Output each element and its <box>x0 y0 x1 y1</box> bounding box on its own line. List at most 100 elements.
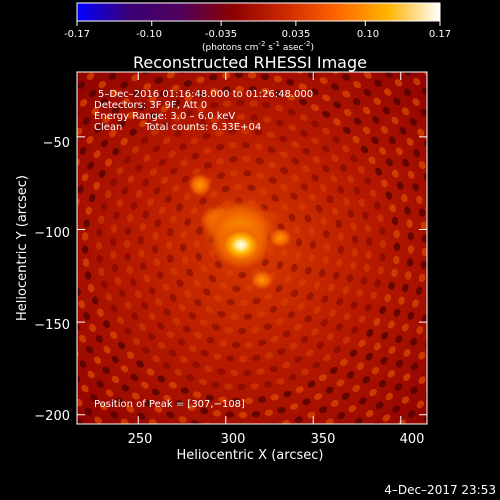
ripple-mark <box>290 192 298 200</box>
ripple-mark <box>243 369 252 377</box>
ripple-mark <box>91 296 99 305</box>
ripple-mark <box>290 263 298 272</box>
ripple-mark <box>114 276 122 285</box>
ripple-mark <box>199 319 208 326</box>
ripple-mark <box>403 373 411 381</box>
ripple-mark <box>297 302 306 311</box>
ripple-mark <box>124 327 132 335</box>
ripple-mark <box>174 368 183 376</box>
ripple-mark <box>153 258 161 267</box>
ripple-mark <box>194 331 203 339</box>
x-tick-label: 350 <box>311 432 336 447</box>
ripple-mark <box>108 72 117 80</box>
ripple-mark <box>110 250 117 260</box>
ripple-mark <box>290 289 299 298</box>
ripple-mark <box>302 147 311 156</box>
ripple-mark <box>148 286 156 295</box>
ripple-mark <box>143 154 151 162</box>
ripple-mark <box>280 167 289 175</box>
annotation-counts: Total counts: 6.33E+04 <box>144 122 261 133</box>
ripple-mark <box>287 108 296 116</box>
ripple-mark <box>393 255 400 265</box>
ripple-mark <box>158 158 167 167</box>
ripple-mark <box>124 252 131 262</box>
ripple-mark <box>183 80 192 87</box>
ripple-mark <box>84 407 93 416</box>
ripple-mark <box>263 381 272 388</box>
ripple-mark <box>429 97 439 108</box>
ripple-mark <box>356 362 365 370</box>
ripple-mark <box>157 322 165 330</box>
ripple-mark <box>268 176 277 184</box>
ripple-mark <box>79 146 87 155</box>
ripple-mark <box>342 336 351 344</box>
ripple-mark <box>331 154 339 162</box>
ripple-mark <box>103 345 111 354</box>
ripple-mark <box>322 94 331 102</box>
ripple-mark <box>374 279 382 288</box>
ripple-mark <box>377 214 384 223</box>
ripple-mark <box>300 336 309 344</box>
ripple-mark <box>162 137 171 145</box>
ripple-mark <box>172 184 180 193</box>
ripple-mark <box>298 202 306 211</box>
ripple-mark <box>130 201 138 210</box>
ripple-mark <box>165 241 173 250</box>
ripple-mark <box>223 100 232 107</box>
ripple-mark <box>135 164 143 173</box>
ripple-mark <box>282 361 291 369</box>
ripple-mark <box>195 252 202 261</box>
ripple-mark <box>193 391 202 398</box>
x-tick-label: 300 <box>221 432 246 447</box>
ripple-mark <box>364 177 372 186</box>
ripple-mark <box>322 127 330 135</box>
ripple-mark <box>323 230 330 239</box>
ripple-mark <box>177 338 186 346</box>
ripple-mark <box>407 410 416 418</box>
ripple-mark <box>395 147 403 156</box>
axis-ticks <box>77 72 427 424</box>
ripple-mark <box>176 279 184 288</box>
ripple-mark <box>126 265 133 275</box>
ripple-mark <box>360 276 368 285</box>
ripple-mark <box>231 341 241 349</box>
ripple-mark <box>394 79 403 87</box>
ripple-mark <box>180 230 188 239</box>
ripple-mark <box>121 186 129 195</box>
ripple-mark <box>235 85 244 93</box>
ripple-mark <box>179 243 187 252</box>
ripple-mark <box>320 319 328 327</box>
ripple-mark <box>341 145 350 153</box>
ripple-mark <box>127 175 135 184</box>
ripple-mark <box>352 384 361 393</box>
ripple-mark <box>275 104 284 112</box>
ripple-mark <box>256 368 265 375</box>
ripple-mark <box>353 186 361 195</box>
ripple-mark <box>394 383 403 391</box>
ripple-mark <box>228 128 237 135</box>
ripple-mark <box>171 84 180 92</box>
annotation-clean: Clean <box>94 122 122 133</box>
ripple-mark <box>346 371 355 379</box>
ripple-mark <box>184 94 193 102</box>
ripple-mark <box>318 268 326 278</box>
ripple-mark <box>304 214 312 223</box>
ripple-mark <box>140 381 149 389</box>
ripple-mark <box>121 97 130 106</box>
ripple-mark <box>218 340 228 347</box>
ripple-mark <box>95 63 106 73</box>
ripple-mark <box>387 320 395 329</box>
ripple-mark <box>405 271 412 280</box>
ripple-mark <box>93 181 101 190</box>
ripple-mark <box>149 112 158 120</box>
ripple-mark <box>185 109 194 117</box>
ripple-mark <box>101 139 109 148</box>
ripple-mark <box>368 156 376 165</box>
ripple-mark <box>352 98 361 106</box>
ripple-mark <box>197 119 207 127</box>
annotation-detectors: Detectors: 3F 9F, Att 0 <box>94 100 207 111</box>
ripple-mark <box>137 412 146 420</box>
ripple-mark <box>77 374 81 383</box>
ripple-mark <box>88 193 96 203</box>
ripple-mark <box>313 305 321 314</box>
